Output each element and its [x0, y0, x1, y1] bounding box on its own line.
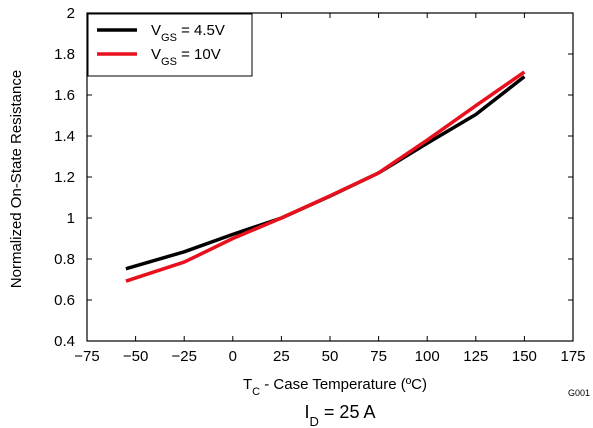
- y-tick-label: 1.8: [54, 46, 75, 63]
- x-tick-label: 50: [322, 348, 339, 365]
- y-tick-label: 2: [67, 5, 75, 22]
- x-tick-label: −75: [74, 348, 99, 365]
- legend-label-sub: GS: [161, 56, 177, 68]
- legend: VGS = 4.5V VGS = 10V: [87, 13, 253, 77]
- legend-label-rest: = 4.5V: [177, 22, 225, 39]
- x-tick-label: 175: [560, 348, 585, 365]
- legend-label-sub: GS: [161, 32, 177, 44]
- legend-label-rest: = 10V: [177, 46, 221, 63]
- figure-id: G001: [568, 388, 590, 398]
- condition-main: I: [305, 402, 310, 422]
- x-tick-label: 100: [415, 348, 440, 365]
- y-axis-title: Normalized On-State Resistance: [8, 70, 25, 288]
- y-tick-label: 0.4: [54, 333, 75, 350]
- x-tick-label: 125: [463, 348, 488, 365]
- legend-label-vgs-10v: VGS = 10V: [151, 46, 221, 68]
- plot-frame: [86, 12, 574, 342]
- condition-rest: = 25 A: [319, 402, 376, 422]
- series-layer: [125, 70, 526, 283]
- x-tick-label: 0: [229, 348, 237, 365]
- x-axis-title: TC - Case Temperature (ºC): [243, 376, 427, 398]
- y-tick-label: 1: [67, 210, 75, 227]
- condition-label: ID = 25 A: [305, 402, 376, 428]
- x-axis-title-main: T: [243, 376, 252, 393]
- legend-label-vgs-4-5v: VGS = 4.5V: [151, 22, 225, 44]
- y-tick-label: 0.8: [54, 251, 75, 268]
- x-tick-label: −50: [123, 348, 148, 365]
- series-line-vgs-4-5v: [125, 75, 526, 271]
- condition-sub: D: [310, 414, 319, 428]
- legend-box: [87, 13, 253, 77]
- y-tick-label: 0.6: [54, 292, 75, 309]
- x-tick-label: 150: [512, 348, 537, 365]
- x-tick-label: −25: [171, 348, 196, 365]
- y-tick-label: 1.6: [54, 87, 75, 104]
- x-axis-title-rest: - Case Temperature (ºC): [260, 376, 427, 393]
- legend-label-main: V: [151, 22, 161, 39]
- x-tick-label: 25: [273, 348, 290, 365]
- legend-label-main: V: [151, 46, 161, 63]
- series-line-vgs-10v: [125, 70, 526, 283]
- y-tick-label: 1.4: [54, 128, 75, 145]
- ticks-layer: −75 −50 −25 0 25 50 75 100 125 150 175 0.4 0.6 0.8 1 1.…: [54, 5, 585, 365]
- y-tick-label: 1.2: [54, 169, 75, 186]
- x-axis-title-sub: C: [252, 386, 260, 398]
- x-tick-label: 75: [370, 348, 387, 365]
